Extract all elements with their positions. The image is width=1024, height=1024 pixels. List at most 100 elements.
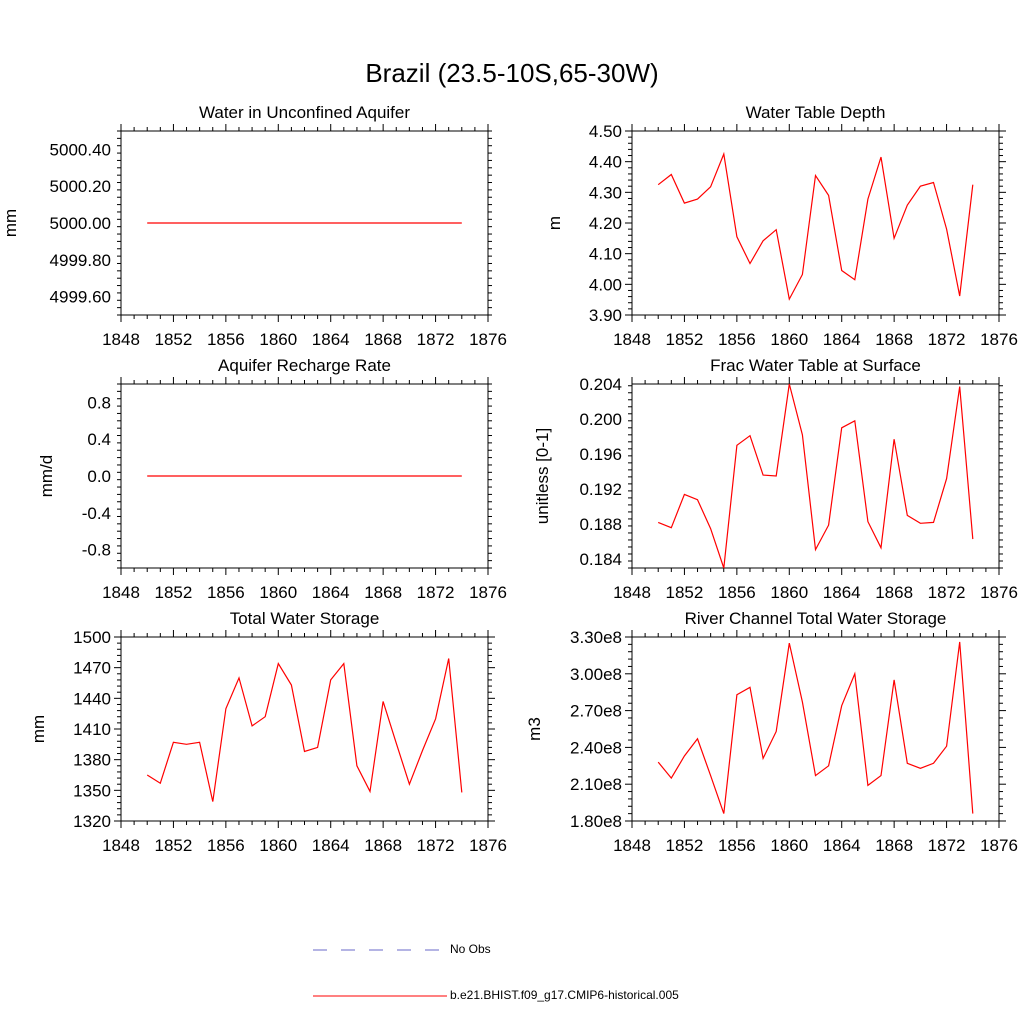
data-point: [920, 186, 921, 187]
panel-title: Water in Unconfined Aquifer: [199, 103, 410, 122]
y-tick-label: 2.70e8: [570, 702, 622, 721]
panel-title: Water Table Depth: [746, 103, 886, 122]
data-point: [736, 236, 737, 237]
y-axis-label: m: [545, 216, 564, 230]
x-tick-label: 1856: [718, 583, 756, 602]
y-tick-label: 1500: [73, 628, 111, 647]
data-point: [762, 758, 763, 759]
x-tick-label: 1864: [312, 330, 350, 349]
panel-title: Frac Water Table at Surface: [710, 356, 921, 375]
y-tick-label: 4.20: [589, 214, 622, 233]
data-point: [147, 475, 148, 476]
data-point: [225, 708, 226, 709]
y-tick-label: 1320: [73, 812, 111, 831]
data-point: [710, 775, 711, 776]
x-tick-label: 1852: [155, 330, 193, 349]
data-point: [972, 538, 973, 539]
y-tick-label: 1470: [73, 659, 111, 678]
x-tick-label: 1856: [718, 330, 756, 349]
x-tick-label: 1872: [417, 836, 455, 855]
x-tick-label: 1852: [666, 583, 704, 602]
x-tick-label: 1876: [980, 836, 1018, 855]
data-point: [959, 386, 960, 387]
x-tick-label: 1848: [102, 583, 140, 602]
y-tick-label: 5000.00: [50, 214, 111, 233]
x-tick-label: 1848: [102, 836, 140, 855]
data-point: [304, 751, 305, 752]
x-tick-label: 1872: [928, 836, 966, 855]
data-point: [251, 725, 252, 726]
x-tick-label: 1860: [770, 583, 808, 602]
panels: Water in Unconfined Aquifer mm 1848 1852 185…: [1, 103, 1018, 855]
data-point: [343, 663, 344, 664]
data-point: [658, 522, 659, 523]
data-point: [409, 784, 410, 785]
x-tick-label: 1872: [417, 583, 455, 602]
data-point: [920, 523, 921, 524]
x-tick-label: 1852: [155, 583, 193, 602]
data-point: [461, 475, 462, 476]
data-point: [946, 478, 947, 479]
data-point: [867, 198, 868, 199]
x-tick-label: 1876: [980, 583, 1018, 602]
x-tick-label: 1864: [823, 836, 861, 855]
x-tick-label: 1848: [613, 583, 651, 602]
y-tick-label: 4.10: [589, 245, 622, 264]
x-tick-label: 1848: [613, 330, 651, 349]
data-point: [383, 701, 384, 702]
data-point: [435, 718, 436, 719]
x-tick-label: 1848: [613, 836, 651, 855]
data-point: [946, 229, 947, 230]
y-tick-label: 4999.60: [50, 288, 111, 307]
x-tick-label: 1868: [364, 836, 402, 855]
data-point: [736, 445, 737, 446]
data-point: [684, 202, 685, 203]
y-tick-label: 4.50: [589, 122, 622, 141]
y-tick-label: 0.192: [579, 480, 622, 499]
data-point: [749, 435, 750, 436]
series-line-model: [657, 641, 974, 814]
x-tick-label: 1856: [207, 583, 245, 602]
y-tick-label: 1410: [73, 720, 111, 739]
y-tick-label: -0.8: [82, 541, 111, 560]
x-tick-label: 1848: [102, 330, 140, 349]
y-tick-label: 5000.20: [50, 177, 111, 196]
data-point: [776, 229, 777, 230]
data-point: [461, 222, 462, 223]
data-point: [173, 742, 174, 743]
data-point: [789, 383, 790, 384]
data-point: [278, 663, 279, 664]
x-tick-label: 1852: [666, 330, 704, 349]
y-tick-label: 4999.80: [50, 251, 111, 270]
series-line-model: [657, 151, 974, 301]
panel-6: River Channel Total Water Storage m3 1848 1…: [525, 609, 1018, 855]
y-tick-label: 0.188: [579, 515, 622, 534]
plot-frame: [631, 130, 1000, 316]
panel-4: Frac Water Table at Surface unitless [0-1…: [533, 356, 1018, 602]
data-point: [933, 522, 934, 523]
x-tick-label: 1852: [155, 836, 193, 855]
panel-title: River Channel Total Water Storage: [685, 609, 947, 628]
y-tick-label: 2.10e8: [570, 775, 622, 794]
data-point: [160, 783, 161, 784]
y-tick-label: 0.204: [579, 375, 622, 394]
data-point: [671, 777, 672, 778]
plot-frame: [120, 636, 489, 822]
x-tick-label: 1872: [928, 583, 966, 602]
x-tick-label: 1876: [980, 330, 1018, 349]
x-tick-label: 1868: [875, 583, 913, 602]
x-tick-label: 1868: [364, 583, 402, 602]
data-point: [815, 775, 816, 776]
data-point: [789, 298, 790, 299]
series-line-model: [146, 658, 463, 802]
data-point: [841, 270, 842, 271]
data-point: [697, 738, 698, 739]
data-point: [697, 499, 698, 500]
data-point: [710, 528, 711, 529]
y-tick-label: 0.4: [87, 430, 111, 449]
data-point: [828, 765, 829, 766]
data-point: [776, 475, 777, 476]
data-point: [710, 186, 711, 187]
panel-title: Aquifer Recharge Rate: [218, 356, 391, 375]
y-axis-label: mm/d: [37, 455, 56, 498]
